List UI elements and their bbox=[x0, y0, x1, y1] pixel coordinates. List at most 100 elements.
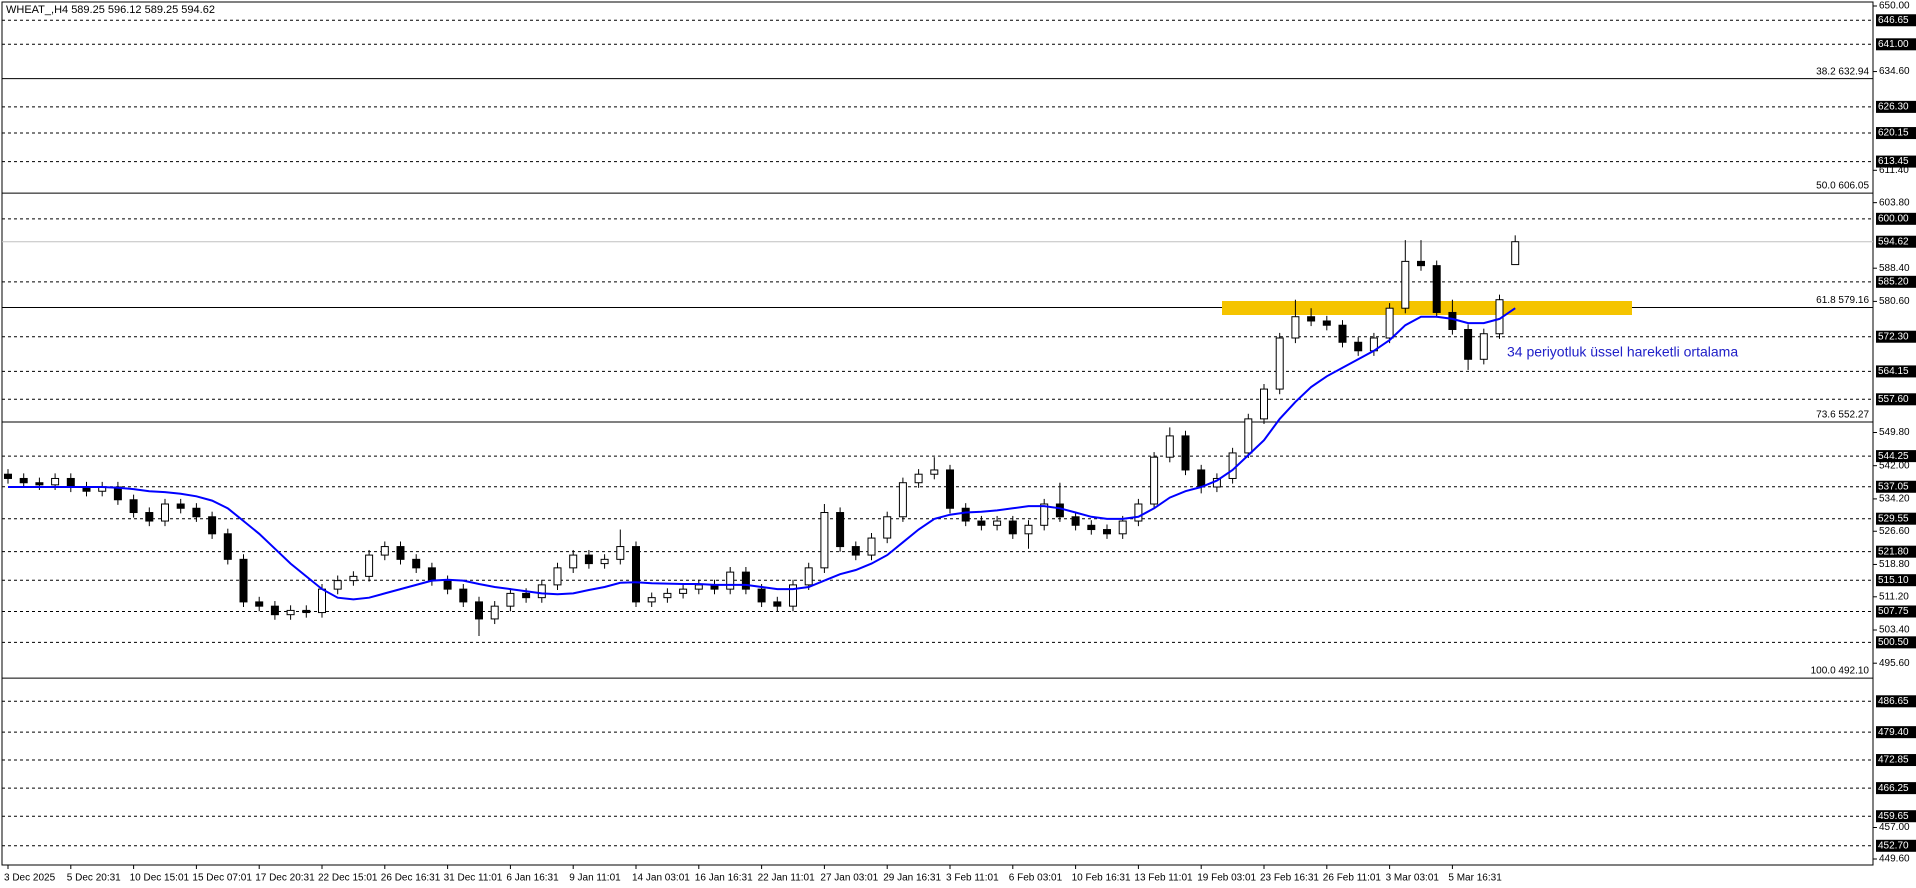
level-label: 613.45 bbox=[1878, 156, 1909, 167]
level-label: 646.65 bbox=[1878, 15, 1909, 26]
candle-body bbox=[129, 499, 138, 514]
level-label: 557.60 bbox=[1878, 394, 1909, 405]
candle-body bbox=[333, 580, 342, 590]
candle-body bbox=[349, 575, 358, 582]
candle-body bbox=[1322, 320, 1331, 326]
candle-body bbox=[318, 588, 326, 614]
candle-body bbox=[1087, 524, 1096, 531]
level-label: 472.85 bbox=[1878, 755, 1909, 766]
level-label-box bbox=[1876, 636, 1916, 649]
fib-label: 73.6 552.27 bbox=[1816, 410, 1869, 421]
plot-frame bbox=[1, 1, 1874, 866]
candle-body bbox=[537, 584, 546, 599]
candle-body bbox=[1008, 520, 1017, 535]
level-label-box bbox=[1876, 450, 1916, 463]
candle-body bbox=[663, 592, 672, 599]
x-tick-label: 9 Jan 11:01 bbox=[569, 873, 621, 884]
candle-body bbox=[1338, 324, 1347, 343]
candle-body bbox=[1401, 260, 1410, 309]
candle-body bbox=[427, 567, 436, 582]
candle-body bbox=[757, 588, 766, 603]
x-tick-label: 3 Mar 03:01 bbox=[1386, 873, 1440, 884]
candle-body bbox=[773, 601, 782, 607]
candle-body bbox=[1181, 435, 1190, 471]
candle-body bbox=[255, 601, 264, 607]
candle-body bbox=[4, 473, 12, 479]
last-price-box bbox=[1876, 235, 1916, 248]
candle-body bbox=[789, 584, 797, 607]
y-tick-label: 549.80 bbox=[1879, 427, 1910, 438]
candle-body bbox=[741, 571, 750, 590]
candle-body bbox=[66, 477, 75, 488]
candle-body bbox=[51, 477, 60, 486]
candle-body bbox=[412, 558, 421, 569]
level-label-box bbox=[1876, 754, 1916, 767]
candle-body bbox=[553, 567, 562, 586]
x-tick-label: 3 Dec 2025 bbox=[4, 873, 56, 884]
candle-body bbox=[1291, 316, 1300, 339]
level-label-box bbox=[1876, 155, 1916, 168]
candle-body bbox=[898, 482, 907, 518]
x-tick-label: 16 Jan 16:31 bbox=[695, 873, 753, 884]
candle-body bbox=[239, 558, 248, 603]
level-label-box bbox=[1876, 365, 1916, 378]
candle-body bbox=[600, 558, 609, 565]
level-label-box bbox=[1876, 605, 1916, 618]
candle-body bbox=[977, 520, 986, 526]
candle-body bbox=[192, 507, 201, 518]
level-label-box bbox=[1876, 545, 1916, 558]
candle-body bbox=[506, 592, 515, 607]
candle-body bbox=[176, 503, 185, 509]
level-label: 515.10 bbox=[1878, 575, 1909, 586]
candle-body bbox=[647, 597, 656, 603]
level-label-box bbox=[1876, 212, 1916, 225]
candle-body bbox=[223, 533, 232, 560]
x-tick-label: 5 Dec 20:31 bbox=[67, 873, 121, 884]
x-tick-label: 14 Jan 03:01 bbox=[632, 873, 690, 884]
x-tick-label: 19 Feb 03:01 bbox=[1197, 873, 1256, 884]
candle-body bbox=[867, 537, 876, 556]
x-tick-label: 23 Feb 16:31 bbox=[1260, 873, 1319, 884]
level-label: 452.70 bbox=[1878, 840, 1909, 851]
x-tick-label: 17 Dec 20:31 bbox=[255, 873, 315, 884]
level-label-box bbox=[1876, 726, 1916, 739]
candle-body bbox=[35, 482, 44, 486]
x-tick-label: 6 Feb 03:01 bbox=[1009, 873, 1063, 884]
level-label-box bbox=[1876, 275, 1916, 288]
level-label-box bbox=[1876, 512, 1916, 525]
candle-body bbox=[1417, 260, 1425, 267]
x-tick-label: 22 Dec 15:01 bbox=[318, 873, 378, 884]
level-label: 537.05 bbox=[1878, 481, 1909, 492]
candle-body bbox=[522, 592, 531, 599]
level-label-box bbox=[1876, 100, 1916, 113]
level-label: 572.30 bbox=[1878, 331, 1909, 342]
candle-body bbox=[19, 477, 28, 484]
candle-body bbox=[1165, 435, 1174, 458]
candle-body bbox=[993, 520, 1002, 526]
x-tick-label: 10 Feb 16:31 bbox=[1072, 873, 1131, 884]
candle-body bbox=[208, 516, 217, 535]
y-tick-label: 526.60 bbox=[1879, 526, 1910, 537]
candle-body bbox=[1040, 503, 1049, 526]
level-label-box bbox=[1876, 810, 1916, 823]
candle-body bbox=[1511, 241, 1520, 266]
y-tick-label: 457.00 bbox=[1879, 822, 1910, 833]
candle-body bbox=[726, 571, 735, 590]
candle-body bbox=[1118, 520, 1127, 535]
candle-body bbox=[396, 546, 405, 560]
level-label: 479.40 bbox=[1878, 727, 1909, 738]
candle-body bbox=[1385, 307, 1394, 339]
level-label-box bbox=[1876, 127, 1916, 140]
candle-body bbox=[286, 609, 295, 616]
candle-body bbox=[365, 554, 374, 577]
candle-body bbox=[914, 473, 923, 484]
x-tick-label: 26 Feb 11:01 bbox=[1323, 873, 1382, 884]
candle-body bbox=[302, 609, 311, 614]
candle-body bbox=[946, 469, 954, 509]
candle-body bbox=[616, 546, 625, 560]
level-label-box bbox=[1876, 393, 1916, 406]
candle-body bbox=[1244, 418, 1253, 454]
candle-body bbox=[161, 503, 169, 522]
